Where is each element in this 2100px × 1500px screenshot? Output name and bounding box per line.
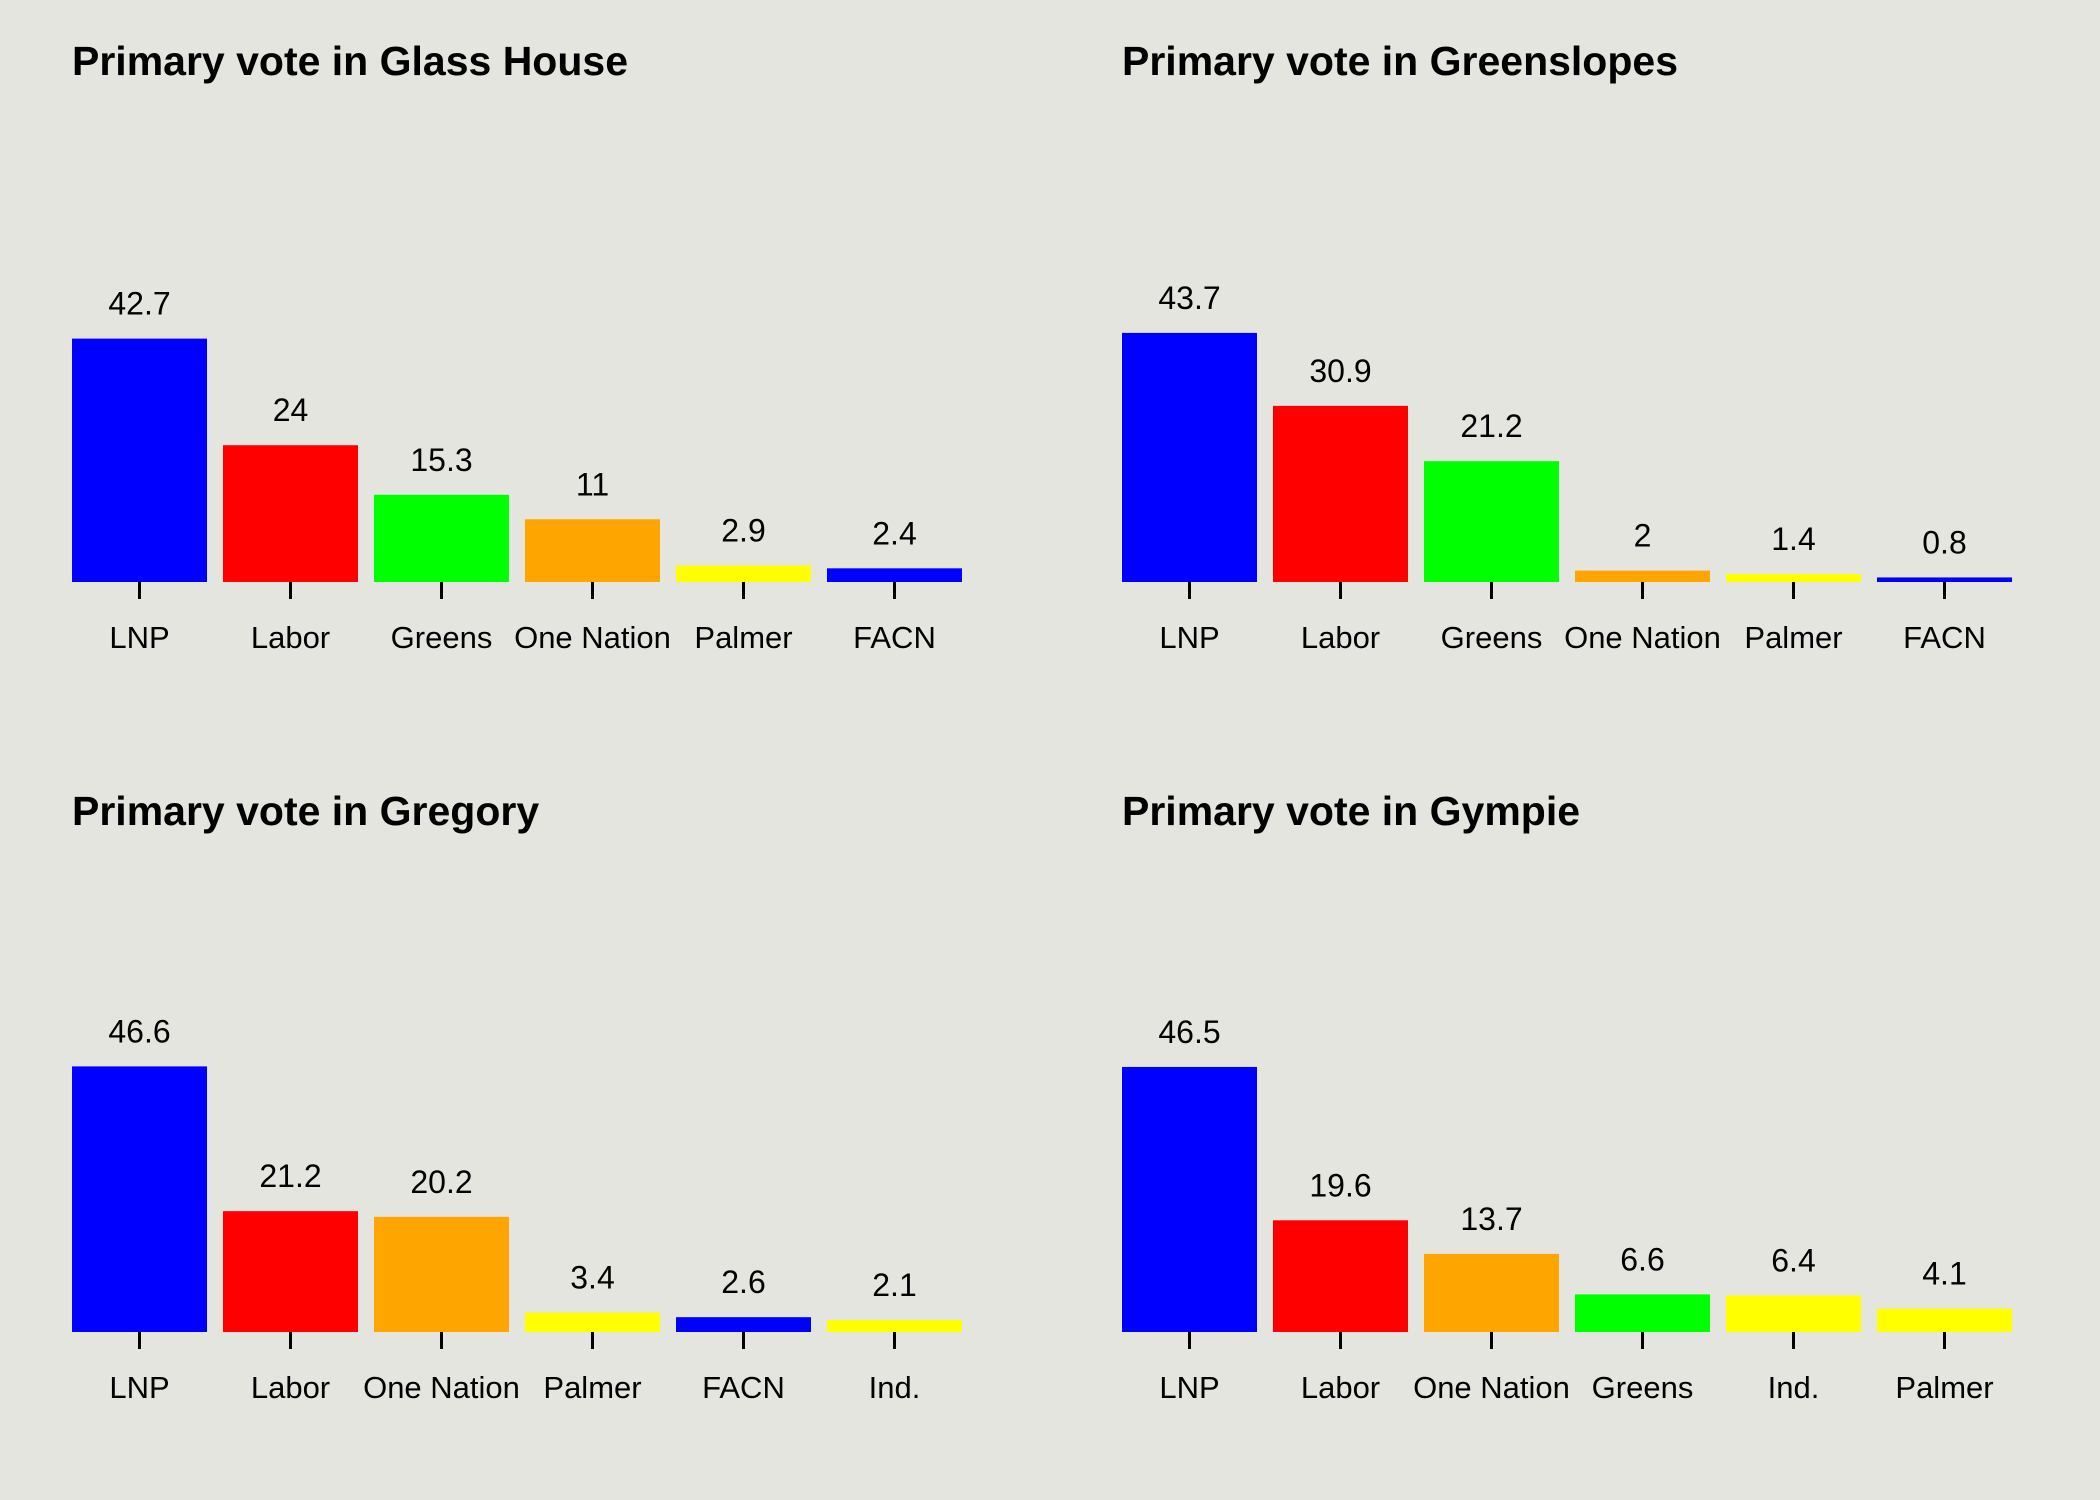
bar [1877,1308,2012,1332]
x-tick-label: LNP [1159,620,1219,655]
bar [374,1216,509,1332]
data-label: 0.8 [1922,524,1966,560]
x-tick-label: FACN [853,620,936,655]
bar [1575,1294,1710,1332]
chart-title: Primary vote in Gregory [72,788,540,834]
x-tick-label: Palmer [1895,1370,1993,1405]
bar [1424,1253,1559,1332]
chart-title: Primary vote in Greenslopes [1122,38,1679,84]
chart-title: Primary vote in Glass House [72,38,629,84]
bar [525,519,660,582]
bar [1424,461,1559,582]
bar [374,494,509,582]
x-tick-label: LNP [109,1370,169,1405]
bar [1726,1295,1861,1332]
x-tick-label: One Nation [1413,1370,1570,1405]
bar-chart: 46.5 LNP 19.6 Labor 13.7 One Nation 6.6 Greens 6… [1122,1014,2012,1405]
data-label: 6.4 [1771,1243,1815,1279]
data-label: 15.3 [410,442,472,478]
data-label: 2.1 [872,1267,916,1303]
data-label: 30.9 [1309,353,1371,389]
bar-chart: 42.7 LNP 24 Labor 15.3 Greens 11 One Nation 2.9 P… [72,286,962,655]
x-tick-label: Greens [391,620,493,655]
x-tick-label: LNP [1159,1370,1219,1405]
data-label: 2 [1634,518,1652,554]
x-tick-label: Labor [251,1370,330,1405]
x-tick-label: LNP [109,620,169,655]
x-tick-label: Palmer [694,620,792,655]
bar [72,1066,207,1332]
x-tick-label: Ind. [869,1370,921,1405]
chart-panel-gympie: Primary vote in Gympie 46.5 LNP 19.6 Labor 1… [1050,750,2100,1500]
x-tick-label: Greens [1592,1370,1694,1405]
bar [223,1211,358,1332]
data-label: 1.4 [1771,521,1815,557]
data-label: 43.7 [1158,280,1220,316]
data-label: 2.9 [721,512,765,548]
x-tick-label: Labor [251,620,330,655]
data-label: 20.2 [410,1164,472,1200]
data-label: 3.4 [570,1260,614,1296]
chart-panel-glass-house: Primary vote in Glass House 42.7 LNP 24 Lab… [0,0,1050,750]
x-tick-label: Palmer [543,1370,641,1405]
bar [1877,577,2012,582]
x-tick-label: FACN [702,1370,785,1405]
data-label: 46.6 [108,1013,170,1049]
chart-title: Primary vote in Gympie [1122,788,1581,834]
x-tick-label: One Nation [363,1370,520,1405]
x-tick-label: FACN [1903,620,1986,655]
bar [1122,1066,1257,1332]
bar-chart: 43.7 LNP 30.9 Labor 21.2 Greens 2 One Nation 1.4… [1122,280,2012,655]
x-tick-label: Labor [1301,620,1380,655]
chart-panel-greenslopes: Primary vote in Greenslopes 43.7 LNP 30.9 L… [1050,0,2100,750]
bar [223,445,358,582]
bar [1273,405,1408,582]
bar [1122,332,1257,582]
data-label: 13.7 [1460,1201,1522,1237]
data-label: 2.6 [721,1264,765,1300]
x-tick-label: Palmer [1744,620,1842,655]
data-label: 4.1 [1922,1256,1966,1292]
bar [1575,570,1710,582]
bar [827,568,962,582]
bar [827,1320,962,1332]
x-tick-label: Ind. [1768,1370,1820,1405]
data-label: 21.2 [259,1158,321,1194]
data-label: 6.6 [1620,1241,1664,1277]
data-label: 21.2 [1460,408,1522,444]
x-tick-label: Greens [1441,620,1543,655]
bar [1726,574,1861,582]
chart-panel-gregory: Primary vote in Gregory 46.6 LNP 21.2 Labor… [0,750,1050,1500]
data-label: 11 [576,466,609,502]
x-tick-label: One Nation [1564,620,1721,655]
bar [676,565,811,582]
bar [676,1317,811,1332]
data-label: 42.7 [108,286,170,322]
data-label: 2.4 [872,515,916,551]
x-tick-label: Labor [1301,1370,1380,1405]
bar [525,1312,660,1332]
x-tick-label: One Nation [514,620,671,655]
bar [72,338,207,582]
bar [1273,1220,1408,1332]
data-label: 24 [273,392,309,428]
bar-chart: 46.6 LNP 21.2 Labor 20.2 One Nation 3.4 Palmer 2… [72,1013,962,1405]
data-label: 19.6 [1309,1167,1371,1203]
data-label: 46.5 [1158,1014,1220,1050]
